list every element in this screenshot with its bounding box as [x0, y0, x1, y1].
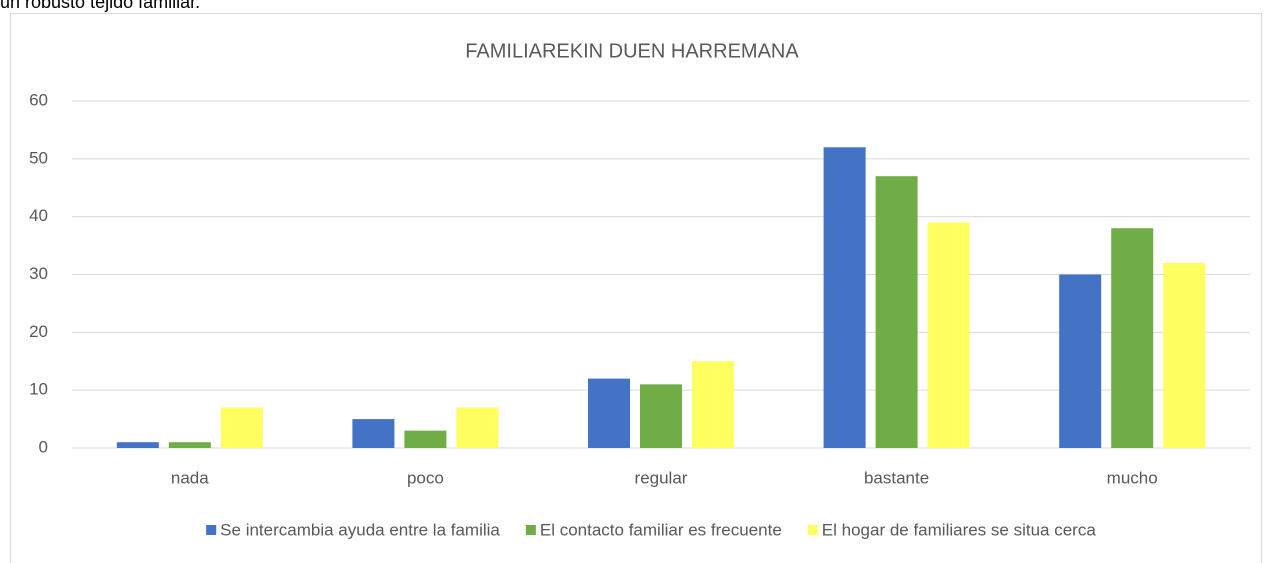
legend-swatch: [525, 525, 536, 535]
intro-text: un robusto tejido familiar.: [0, 0, 200, 12]
y-tick-label: 10: [29, 380, 48, 399]
y-tick-label: 0: [39, 437, 48, 456]
bar: [404, 430, 447, 448]
legend-swatch: [807, 525, 818, 535]
bar: [927, 222, 970, 448]
x-tick-label: poco: [407, 468, 444, 487]
bar: [692, 361, 734, 448]
bar: [352, 419, 395, 448]
x-tick-label: bastante: [864, 468, 929, 487]
legend-swatch: [206, 525, 217, 535]
bar: [116, 442, 159, 448]
legend-label: El contacto familiar es frecuente: [540, 520, 782, 539]
y-tick-label: 50: [29, 148, 48, 167]
bar: [588, 378, 630, 448]
x-tick-label: regular: [635, 468, 688, 487]
y-tick-label: 60: [29, 90, 48, 109]
bar: [220, 407, 263, 448]
bar: [1111, 228, 1154, 448]
bar: [875, 176, 918, 448]
y-tick-label: 30: [29, 264, 48, 283]
chart-title: FAMILIAREKIN DUEN HARREMANA: [465, 40, 799, 62]
chart-frame: [10, 13, 1262, 563]
legend-label: El hogar de familiares se situa cerca: [822, 520, 1097, 539]
bar: [640, 384, 682, 448]
bar: [823, 147, 866, 448]
y-tick-label: 20: [29, 322, 48, 341]
bar: [1163, 262, 1206, 448]
bar: [456, 407, 499, 448]
bar: [168, 442, 211, 448]
bar: [1059, 274, 1102, 448]
x-tick-label: nada: [171, 468, 209, 487]
y-tick-label: 40: [29, 206, 48, 225]
x-tick-label: mucho: [1107, 468, 1158, 487]
legend-label: Se intercambia ayuda entre la familia: [220, 520, 500, 539]
